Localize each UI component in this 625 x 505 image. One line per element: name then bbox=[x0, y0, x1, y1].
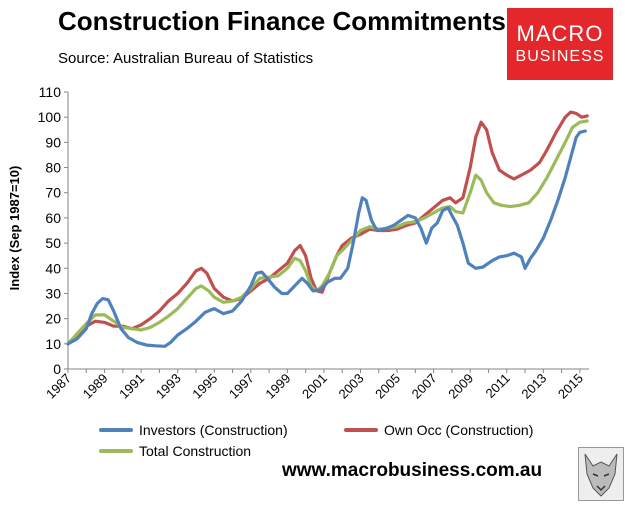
x-tick-label: 2003 bbox=[336, 371, 367, 402]
legend-item-investors: Investors (Construction) bbox=[99, 422, 288, 438]
legend-label-investors: Investors (Construction) bbox=[139, 422, 288, 438]
x-tick-label: 2005 bbox=[372, 371, 403, 402]
legend-label-own-occ: Own Occ (Construction) bbox=[384, 422, 534, 438]
x-tick-label: 1999 bbox=[262, 371, 293, 402]
y-tick-label: 60 bbox=[45, 210, 61, 226]
y-tick-label: 10 bbox=[45, 336, 61, 352]
x-tick-label: 2011 bbox=[482, 371, 512, 401]
x-tick-label: 1989 bbox=[80, 371, 111, 402]
x-tick-label: 2001 bbox=[299, 371, 330, 402]
x-tick-label: 1997 bbox=[226, 371, 257, 402]
y-tick-label: 20 bbox=[45, 311, 61, 327]
series-line-own-occ-construction bbox=[66, 110, 589, 346]
page-title: Construction Finance Commitments bbox=[58, 6, 506, 36]
series-line-total-construction bbox=[66, 119, 589, 346]
y-tick-label: 50 bbox=[45, 235, 61, 251]
logo-line-1: MACRO bbox=[516, 21, 604, 46]
x-tick-label: 1987 bbox=[43, 371, 74, 402]
y-tick-label: 110 bbox=[39, 84, 62, 100]
x-tick-label: 1995 bbox=[189, 371, 220, 402]
chart-subtitle: Source: Australian Bureau of Statistics bbox=[58, 50, 314, 67]
legend-item-total: Total Construction bbox=[99, 443, 251, 459]
website-url: www.macrobusiness.com.au bbox=[282, 460, 543, 481]
legend-swatch-investors bbox=[99, 428, 133, 432]
x-tick-label: 1993 bbox=[153, 371, 184, 402]
series-line-investors-construction bbox=[66, 129, 587, 348]
y-axis-label: Index (Sep 1987=10) bbox=[7, 166, 22, 291]
x-tick-label: 1991 bbox=[116, 371, 147, 402]
x-tick-label: 2015 bbox=[555, 371, 586, 402]
y-tick-label: 100 bbox=[38, 109, 62, 125]
x-tick-label: 2013 bbox=[518, 371, 549, 402]
legend-swatch-total bbox=[99, 449, 133, 453]
wolf-icon bbox=[584, 453, 618, 497]
x-tick-label: 2009 bbox=[445, 371, 476, 402]
legend-swatch-own-occ bbox=[344, 428, 378, 432]
legend-item-own-occ: Own Occ (Construction) bbox=[344, 422, 533, 438]
y-tick-label: 80 bbox=[45, 160, 61, 176]
wolf-logo-image bbox=[578, 447, 624, 501]
y-tick-label: 40 bbox=[45, 260, 61, 276]
y-tick-label: 70 bbox=[45, 185, 61, 201]
x-tick-label: 2007 bbox=[409, 371, 440, 402]
macrobusiness-logo: MACRO BUSINESS bbox=[507, 8, 613, 80]
y-tick-label: 90 bbox=[45, 134, 61, 150]
legend-label-total: Total Construction bbox=[139, 443, 252, 459]
plot-area bbox=[66, 110, 589, 348]
y-tick-label: 0 bbox=[53, 361, 61, 377]
y-tick-label: 30 bbox=[45, 285, 61, 301]
logo-line-2: BUSINESS bbox=[515, 48, 605, 65]
